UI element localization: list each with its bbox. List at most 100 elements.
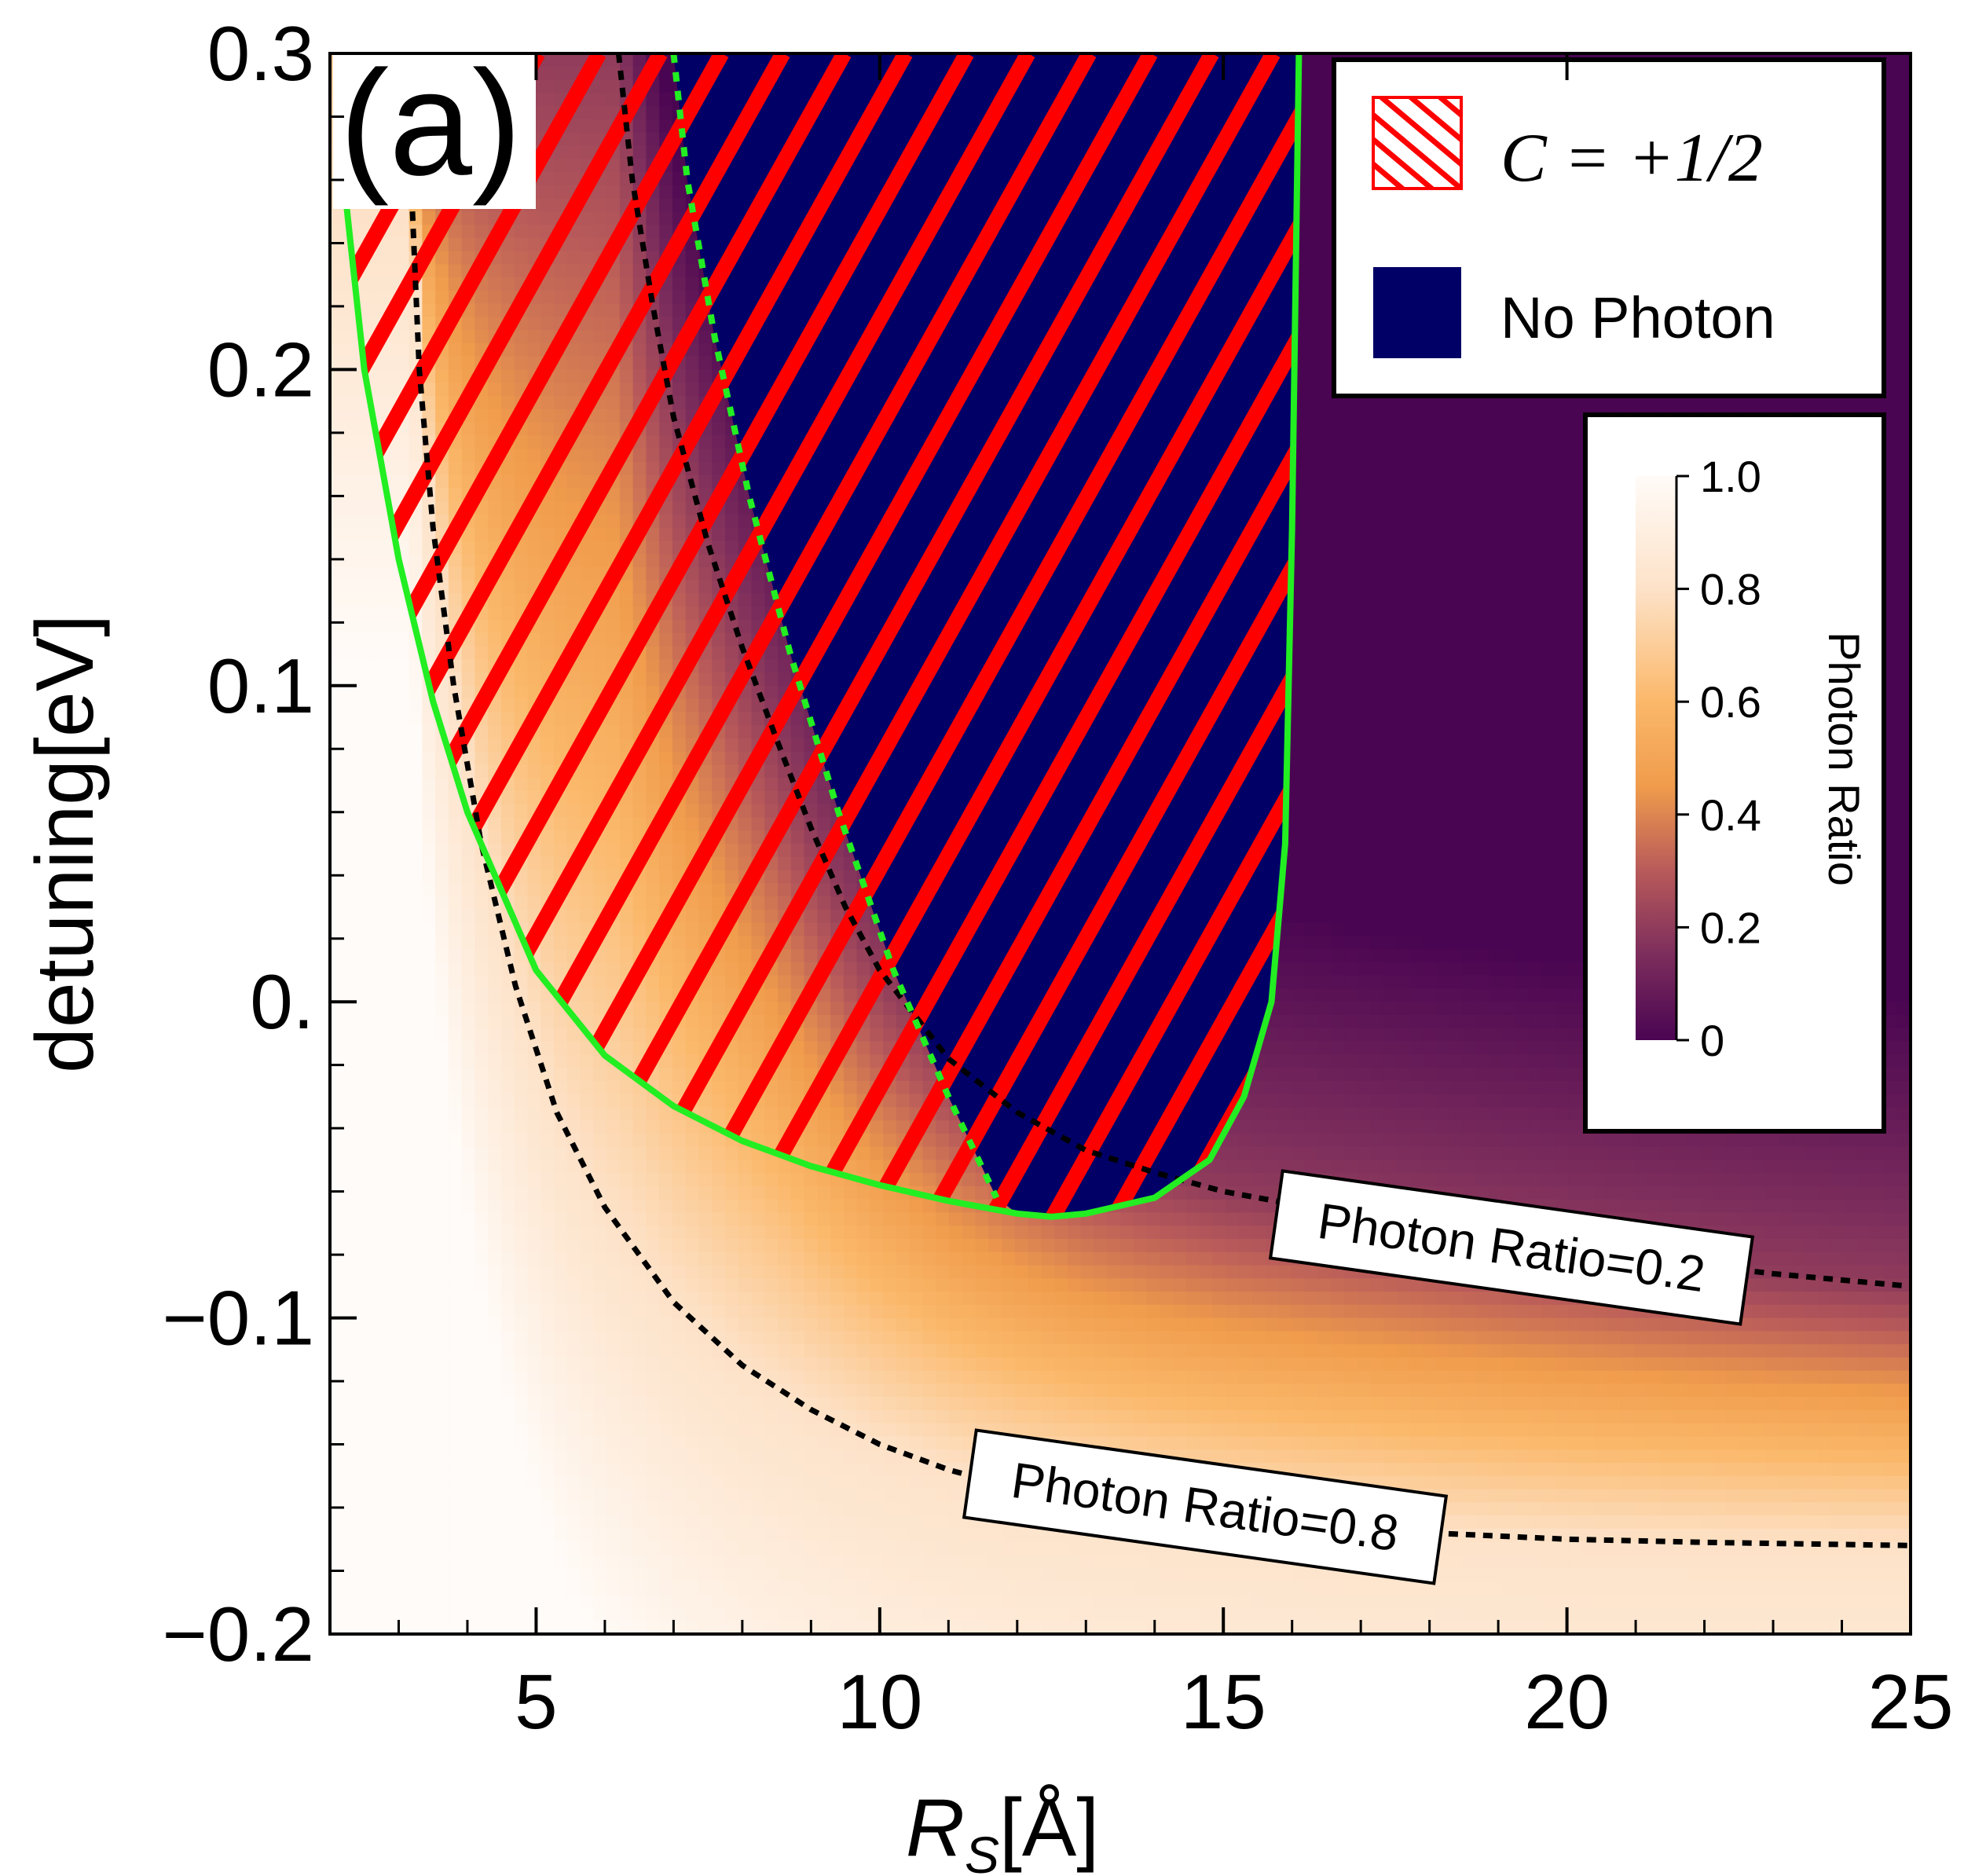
heatmap-cell	[475, 449, 489, 463]
heatmap-cell	[488, 1239, 502, 1253]
heatmap-cell	[593, 1463, 607, 1477]
heatmap-cell	[422, 962, 436, 976]
heatmap-cell	[540, 830, 555, 845]
heatmap-cell	[540, 1581, 555, 1596]
heatmap-cell	[409, 988, 423, 1002]
heatmap-cell	[817, 1370, 831, 1385]
heatmap-cell	[606, 1423, 621, 1438]
heatmap-cell	[778, 1185, 792, 1200]
heatmap-cell	[383, 1185, 397, 1200]
heatmap-cell	[580, 1265, 595, 1280]
heatmap-cell	[369, 764, 383, 779]
heatmap-cell	[488, 936, 502, 950]
heatmap-cell	[606, 1133, 621, 1148]
heatmap-cell	[817, 1146, 831, 1161]
heatmap-cell	[751, 936, 766, 950]
heatmap-cell	[672, 1239, 687, 1253]
heatmap-cell	[343, 435, 357, 449]
heatmap-cell	[527, 1133, 542, 1148]
heatmap-cell	[514, 1568, 529, 1582]
heatmap-cell	[343, 514, 357, 529]
heatmap-cell	[817, 1120, 831, 1134]
heatmap-cell	[356, 474, 371, 489]
heatmap-cell	[698, 1489, 713, 1504]
heatmap-cell	[606, 712, 621, 726]
heatmap-cell	[606, 514, 621, 529]
heatmap-cell	[383, 830, 397, 845]
heatmap-cell	[817, 1265, 831, 1280]
heatmap-cell	[632, 1107, 647, 1121]
heatmap-cell	[514, 1212, 529, 1227]
heatmap-cell	[527, 1383, 542, 1398]
heatmap-cell	[356, 619, 371, 634]
heatmap-cell	[817, 1555, 831, 1569]
heatmap-cell	[356, 1080, 371, 1095]
heatmap-cell	[409, 1002, 423, 1016]
heatmap-cell	[843, 1357, 858, 1372]
heatmap-cell	[461, 1292, 476, 1306]
heatmap-cell	[698, 1251, 713, 1266]
heatmap-cell	[540, 1120, 555, 1134]
heatmap-cell	[751, 1344, 766, 1358]
heatmap-cell	[659, 738, 673, 753]
heatmap-cell	[514, 1449, 529, 1464]
heatmap-cell	[738, 712, 753, 726]
heatmap-cell	[369, 566, 383, 581]
heatmap-cell	[395, 883, 410, 897]
heatmap-cell	[593, 1068, 607, 1082]
heatmap-cell	[698, 474, 713, 489]
heatmap-cell	[395, 1133, 410, 1148]
heatmap-cell	[566, 922, 581, 937]
heatmap-cell	[488, 369, 502, 383]
heatmap-cell	[843, 1449, 858, 1464]
heatmap-cell	[632, 1515, 647, 1530]
heatmap-cell	[330, 1278, 344, 1292]
heatmap-cell	[725, 1370, 739, 1385]
heatmap-cell	[500, 237, 515, 252]
heatmap-cell	[343, 1185, 357, 1200]
heatmap-cell	[659, 646, 673, 661]
heatmap-cell	[725, 1212, 739, 1227]
heatmap-cell	[566, 712, 581, 726]
heatmap-cell	[593, 1370, 607, 1385]
heatmap-cell	[593, 1265, 607, 1280]
heatmap-cell	[488, 844, 502, 858]
heatmap-cell	[712, 962, 726, 976]
heatmap-cell	[422, 1014, 436, 1029]
heatmap-cell	[500, 1146, 515, 1161]
heatmap-cell	[830, 1107, 845, 1121]
heatmap-cell	[343, 1357, 357, 1372]
heatmap-cell	[672, 383, 687, 397]
heatmap-cell	[330, 383, 344, 397]
heatmap-cell	[804, 1041, 819, 1056]
heatmap-cell	[461, 1239, 476, 1253]
heatmap-cell	[764, 659, 779, 673]
heatmap-cell	[488, 395, 502, 410]
heatmap-cell	[619, 1292, 634, 1306]
heatmap-cell	[422, 1331, 436, 1345]
heatmap-cell	[698, 1226, 713, 1240]
heatmap-cell	[646, 659, 660, 673]
heatmap-cell	[554, 817, 568, 832]
heatmap-cell	[409, 962, 423, 976]
heatmap-cell	[778, 1541, 792, 1556]
heatmap-cell	[554, 698, 568, 713]
heatmap-cell	[369, 1292, 383, 1306]
heatmap-cell	[527, 1581, 542, 1596]
heatmap-cell	[422, 1621, 436, 1634]
heatmap-cell	[659, 540, 673, 555]
heatmap-cell	[383, 1146, 397, 1161]
heatmap-cell	[343, 949, 357, 963]
heatmap-cell	[790, 1278, 805, 1292]
heatmap-cell	[580, 896, 595, 911]
heatmap-cell	[448, 830, 463, 845]
heatmap-cell	[554, 277, 568, 291]
heatmap-cell	[461, 580, 476, 595]
heatmap-cell	[383, 1423, 397, 1438]
heatmap-cell	[409, 1239, 423, 1253]
heatmap-cell	[738, 1436, 753, 1451]
heatmap-cell	[606, 1251, 621, 1266]
heatmap-cell	[448, 1054, 463, 1068]
heatmap-cell	[369, 1344, 383, 1358]
heatmap-cell	[659, 1317, 673, 1332]
